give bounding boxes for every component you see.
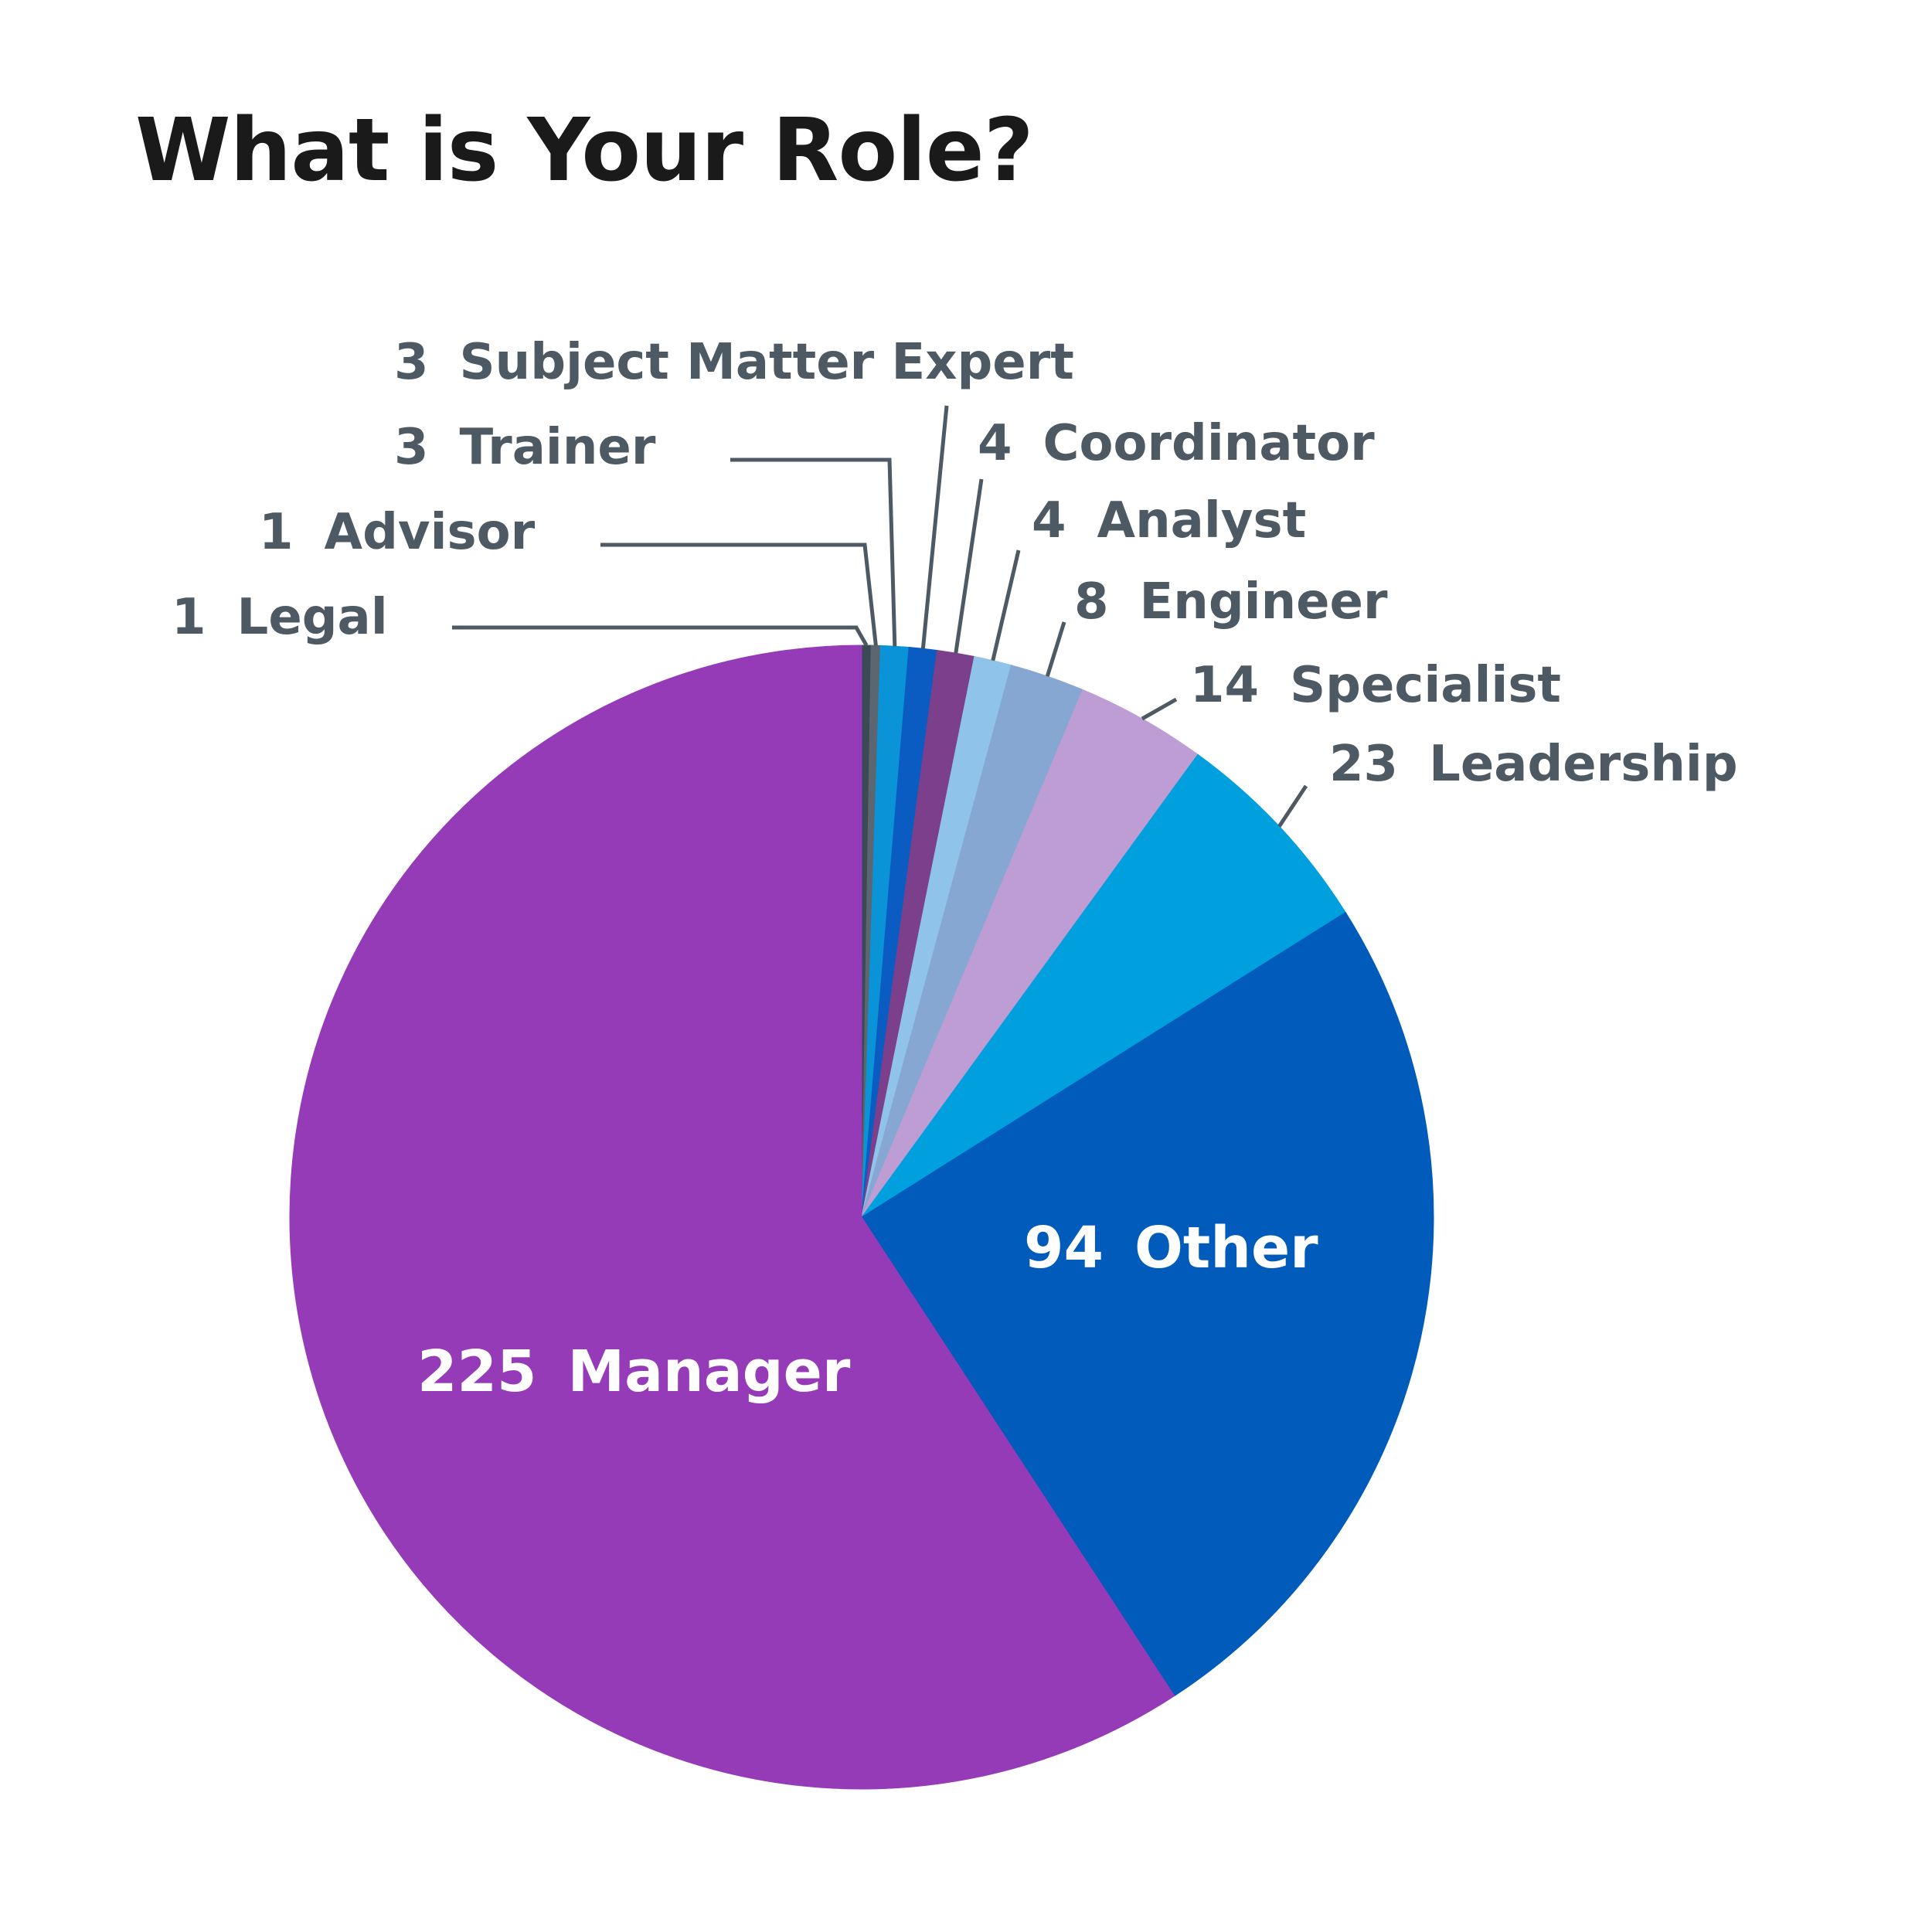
label-engineer: 8 Engineer: [1074, 573, 1388, 631]
label-value-advisor: 1: [259, 504, 294, 561]
label-specialist: 14 Specialist: [1190, 657, 1561, 714]
label-value-manager: 225: [417, 1338, 536, 1405]
label-name-specialist: Specialist: [1290, 657, 1561, 714]
label-name-leadership: Leadership: [1429, 736, 1738, 793]
slice-labels: 1 Legal 1 Advisor 3 Trainer 3 Subject Matter Ex…: [172, 334, 1738, 1405]
leader-line-coordinator: [954, 478, 984, 654]
label-name-coordinator: Coordinator: [1043, 415, 1376, 472]
slice-leadership: [861, 753, 1346, 1218]
label-value-engineer: 8: [1074, 573, 1109, 631]
leader-line-subject-matter-expert: [920, 405, 949, 649]
label-name-subject-matter-expert: Subject Matter Expert: [460, 334, 1074, 391]
label-manager: 225 Manager: [417, 1338, 851, 1405]
label-advisor: 1 Advisor: [259, 504, 536, 561]
label-name-trainer: Trainer: [460, 419, 656, 476]
label-name-advisor: Advisor: [325, 504, 536, 561]
label-value-trainer: 3: [394, 419, 429, 476]
leader-line-trainer: [730, 457, 897, 647]
label-value-analyst: 4: [1032, 492, 1066, 549]
label-value-leadership: 23: [1329, 736, 1398, 793]
slice-other: [861, 911, 1434, 1697]
leader-line-specialist: [1141, 697, 1178, 721]
leader-line-advisor: [600, 543, 878, 646]
label-value-coordinator: 4: [978, 415, 1012, 472]
pie-slices: [289, 645, 1434, 1790]
label-value-other: 94: [1024, 1215, 1104, 1281]
label-trainer: 3 Trainer: [394, 419, 656, 476]
chart-title: What is Your Role?: [135, 100, 1034, 201]
label-other: 94 Other: [1024, 1215, 1318, 1281]
leader-line-legal: [452, 625, 869, 647]
label-coordinator: 4 Coordinator: [978, 415, 1375, 472]
slice-manager: [289, 645, 1175, 1790]
leader-line-leadership: [1277, 784, 1308, 828]
label-value-legal: 1: [172, 589, 206, 646]
label-name-other: Other: [1134, 1215, 1318, 1281]
label-name-manager: Manager: [567, 1338, 850, 1405]
label-analyst: 4 Analyst: [1032, 492, 1306, 549]
leader-lines: [452, 405, 1308, 828]
leader-line-engineer: [1045, 621, 1066, 677]
label-name-legal: Legal: [237, 589, 388, 646]
label-legal: 1 Legal: [172, 589, 388, 646]
label-value-specialist: 14: [1190, 657, 1259, 714]
leader-line-analyst: [991, 549, 1021, 662]
label-subject-matter-expert: 3 Subject Matter Expert: [394, 334, 1074, 391]
label-name-engineer: Engineer: [1140, 573, 1388, 631]
label-leadership: 23 Leadership: [1329, 736, 1738, 793]
label-name-analyst: Analyst: [1097, 492, 1307, 549]
label-value-subject-matter-expert: 3: [394, 334, 429, 391]
